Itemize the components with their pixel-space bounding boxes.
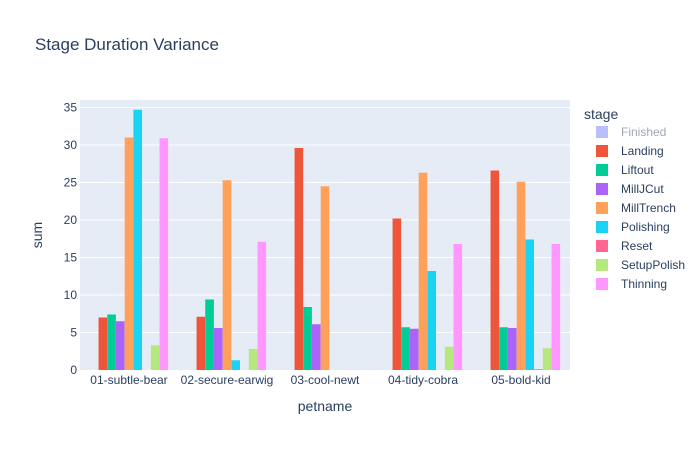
x-tick-labels: 01-subtle-bear 02-secure-earwig 03-cool-ne… [90, 373, 550, 387]
legend: stage Finished Landing Liftout MillJCut Mill… [584, 106, 685, 291]
legend-swatch-thinning [596, 278, 608, 290]
legend-item-finished[interactable]: Finished [596, 125, 666, 139]
legend-item-milljcut[interactable]: MillJCut [596, 182, 664, 196]
legend-item-landing[interactable]: Landing [596, 144, 664, 158]
bar-liftout-03-cool-newt[interactable] [303, 307, 312, 370]
bar-landing-01-subtle-bear[interactable] [98, 317, 108, 371]
chart-title: Stage Duration Variance [35, 35, 219, 54]
x-tick-label: 05-bold-kid [491, 373, 550, 387]
bar-milljcut-02-secure-earwig[interactable] [213, 328, 223, 370]
bar-liftout-04-tidy-cobra[interactable] [401, 327, 410, 370]
bar-milltrench-04-tidy-cobra[interactable] [418, 172, 428, 370]
bar-setuppolish-01-subtle-bear[interactable] [150, 345, 160, 370]
bar-liftout-02-secure-earwig[interactable] [205, 299, 214, 371]
bar-milljcut-01-subtle-bear[interactable] [115, 321, 125, 370]
y-tick-label: 15 [64, 251, 78, 265]
bar-milljcut-03-cool-newt[interactable] [311, 324, 321, 370]
bar-milljcut-04-tidy-cobra[interactable] [409, 328, 419, 370]
legend-label-finished: Finished [621, 125, 666, 139]
legend-swatch-finished [596, 126, 608, 138]
legend-item-polishing[interactable]: Polishing [596, 220, 670, 234]
bar-polishing-01-subtle-bear[interactable] [133, 109, 143, 370]
legend-item-liftout[interactable]: Liftout [596, 163, 654, 177]
y-tick-label: 25 [64, 176, 78, 190]
plot-area: 0 5 10 15 20 25 30 35 01-subtle-bear 02-secure-e… [64, 100, 570, 387]
y-tick-label: 20 [64, 213, 78, 227]
y-tick-label: 5 [70, 326, 77, 340]
y-tick-label: 0 [70, 363, 77, 377]
legend-item-milltrench[interactable]: MillTrench [596, 201, 676, 215]
x-tick-label: 02-secure-earwig [181, 373, 274, 387]
bar-milltrench-05-bold-kid[interactable] [516, 181, 526, 370]
legend-label-setuppolish: SetupPolish [621, 258, 685, 272]
bar-thinning-04-tidy-cobra[interactable] [453, 244, 463, 370]
bar-landing-02-secure-earwig[interactable] [196, 316, 206, 370]
legend-swatch-milljcut [596, 183, 608, 195]
legend-label-thinning: Thinning [621, 277, 667, 291]
legend-swatch-milltrench [596, 202, 608, 214]
legend-item-reset[interactable]: Reset [596, 239, 653, 253]
legend-swatch-setuppolish [596, 259, 608, 271]
bar-polishing-05-bold-kid[interactable] [525, 239, 535, 371]
legend-label-reset: Reset [621, 239, 653, 253]
x-tick-label: 03-cool-newt [291, 373, 360, 387]
legend-item-thinning[interactable]: Thinning [596, 277, 667, 291]
y-tick-label: 10 [64, 288, 78, 302]
bar-thinning-02-secure-earwig[interactable] [257, 241, 267, 370]
legend-label-polishing: Polishing [621, 220, 670, 234]
x-tick-label: 04-tidy-cobra [388, 373, 458, 387]
bar-setuppolish-02-secure-earwig[interactable] [248, 349, 258, 370]
bar-polishing-02-secure-earwig[interactable] [231, 360, 241, 370]
bar-setuppolish-05-bold-kid[interactable] [542, 348, 552, 370]
bar-series-group [98, 109, 561, 371]
bar-landing-04-tidy-cobra[interactable] [392, 218, 402, 371]
x-tick-label: 01-subtle-bear [90, 373, 167, 387]
y-tick-label: 30 [64, 138, 78, 152]
bar-milltrench-03-cool-newt[interactable] [320, 186, 330, 370]
bar-landing-03-cool-newt[interactable] [294, 148, 304, 370]
y-tick-label: 35 [64, 101, 78, 115]
y-tick-labels: 0 5 10 15 20 25 30 35 [64, 101, 78, 378]
bar-milltrench-02-secure-earwig[interactable] [222, 180, 232, 370]
legend-label-liftout: Liftout [621, 163, 654, 177]
bar-milltrench-01-subtle-bear[interactable] [124, 137, 134, 371]
legend-swatch-reset [596, 240, 608, 252]
bar-milljcut-05-bold-kid[interactable] [507, 328, 517, 370]
legend-swatch-landing [596, 145, 608, 157]
bar-thinning-01-subtle-bear[interactable] [159, 138, 169, 370]
bar-setuppolish-04-tidy-cobra[interactable] [444, 346, 454, 370]
legend-label-landing: Landing [621, 144, 664, 158]
bar-landing-05-bold-kid[interactable] [490, 170, 500, 371]
bar-liftout-05-bold-kid[interactable] [499, 327, 508, 370]
bar-liftout-01-subtle-bear[interactable] [107, 314, 116, 371]
x-axis-label: petname [298, 398, 353, 414]
bar-polishing-04-tidy-cobra[interactable] [427, 271, 437, 370]
bar-reset-05-bold-kid[interactable] [534, 369, 543, 370]
legend-title: stage [584, 106, 618, 122]
legend-swatch-polishing [596, 221, 608, 233]
legend-label-milljcut: MillJCut [621, 182, 664, 196]
legend-swatch-liftout [596, 164, 608, 176]
bar-thinning-05-bold-kid[interactable] [551, 244, 561, 370]
legend-item-setuppolish[interactable]: SetupPolish [596, 258, 685, 272]
legend-label-milltrench: MillTrench [621, 201, 676, 215]
y-axis-label: sum [29, 222, 45, 248]
